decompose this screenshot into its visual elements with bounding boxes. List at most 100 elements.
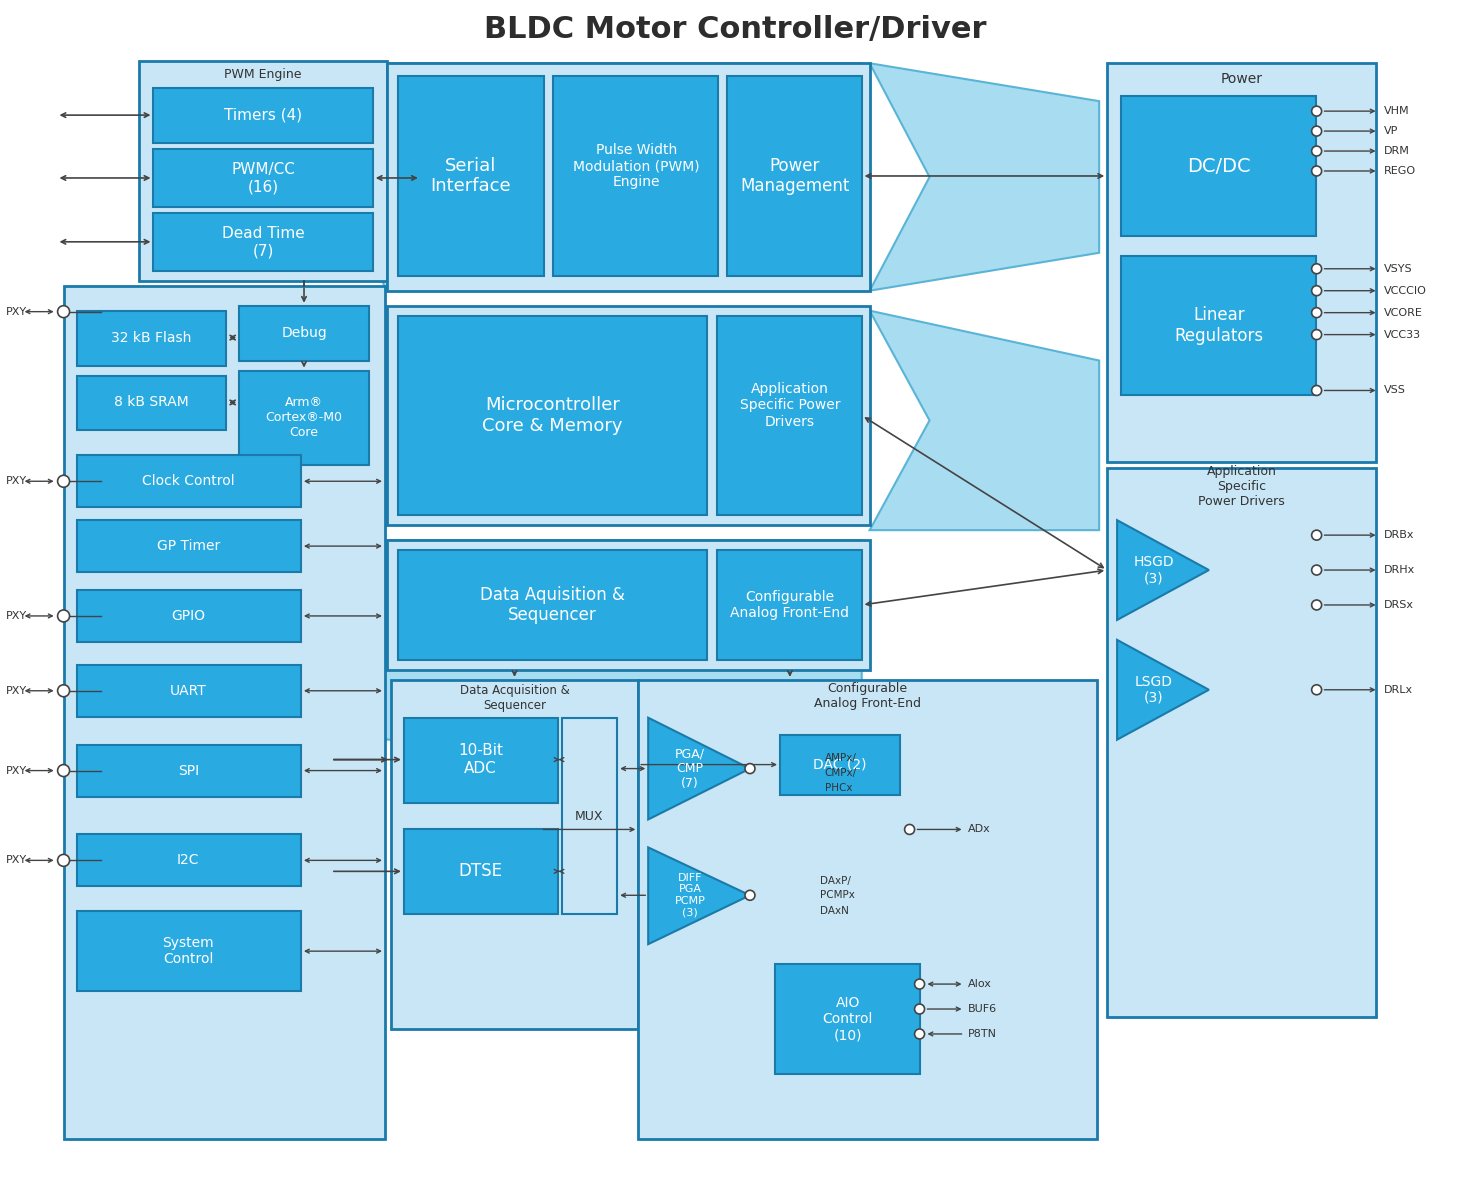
Bar	[1108, 63, 1377, 463]
Text: PGA/
CMP
(7): PGA/ CMP (7)	[675, 748, 705, 790]
Text: PWM/CC
(16): PWM/CC (16)	[231, 162, 296, 194]
Polygon shape	[331, 63, 862, 291]
Bar	[140, 62, 387, 280]
Bar	[397, 550, 708, 660]
Circle shape	[1312, 685, 1321, 694]
Text: 10-Bit
ADC: 10-Bit ADC	[457, 743, 503, 776]
Polygon shape	[1116, 640, 1209, 739]
Circle shape	[1312, 386, 1321, 395]
Bar	[391, 680, 638, 1029]
Text: HSGD
(3): HSGD (3)	[1134, 555, 1174, 586]
Bar	[775, 964, 919, 1074]
Text: SPI: SPI	[178, 763, 199, 777]
Text: DRLx: DRLx	[1383, 685, 1412, 694]
Bar	[387, 305, 869, 525]
Bar	[153, 149, 372, 207]
Circle shape	[57, 476, 69, 487]
Text: Configurable
Analog Front-End: Configurable Analog Front-End	[731, 590, 849, 620]
Circle shape	[1312, 330, 1321, 340]
Text: Serial
Interface: Serial Interface	[431, 156, 510, 195]
Bar	[76, 375, 227, 431]
Text: VCORE: VCORE	[1383, 308, 1422, 318]
Bar	[403, 829, 559, 914]
Text: MUX: MUX	[575, 810, 603, 823]
Text: DTSE: DTSE	[459, 862, 503, 880]
Text: AIO
Control
(10): AIO Control (10)	[822, 996, 872, 1042]
Bar	[397, 76, 544, 276]
Text: UART: UART	[171, 684, 206, 698]
Text: DRHx: DRHx	[1383, 565, 1415, 575]
Text: LSGD
(3): LSGD (3)	[1136, 674, 1172, 705]
Text: PXY: PXY	[6, 477, 28, 486]
Text: DAC (2): DAC (2)	[813, 757, 866, 771]
Circle shape	[1312, 530, 1321, 541]
Bar	[76, 834, 302, 886]
Text: BLDC Motor Controller/Driver: BLDC Motor Controller/Driver	[484, 15, 986, 44]
Bar	[76, 455, 302, 508]
Circle shape	[1312, 127, 1321, 136]
Text: DAxN: DAxN	[819, 906, 849, 917]
Text: System
Control: System Control	[162, 936, 215, 967]
Text: 32 kB Flash: 32 kB Flash	[112, 330, 191, 344]
Text: BUF6: BUF6	[968, 1004, 996, 1014]
Polygon shape	[869, 311, 1099, 530]
Text: VCC33: VCC33	[1383, 330, 1421, 340]
Text: PXY: PXY	[6, 610, 28, 621]
Circle shape	[1312, 565, 1321, 575]
Bar	[1108, 468, 1377, 1017]
Text: CMPx/: CMPx/	[825, 768, 858, 777]
Text: VCCCIO: VCCCIO	[1383, 286, 1427, 296]
Text: P8TN: P8TN	[968, 1029, 996, 1039]
Circle shape	[57, 685, 69, 697]
Bar	[562, 718, 618, 914]
Text: ADx: ADx	[968, 825, 990, 834]
Bar	[240, 305, 369, 361]
Text: VHM: VHM	[1383, 106, 1409, 116]
Bar	[76, 744, 302, 796]
Circle shape	[1312, 308, 1321, 318]
Text: AMPx/: AMPx/	[825, 752, 856, 763]
Text: Data Acquisition &
Sequencer: Data Acquisition & Sequencer	[459, 684, 569, 712]
Text: VSS: VSS	[1383, 386, 1405, 395]
Text: Application
Specific
Power Drivers: Application Specific Power Drivers	[1199, 465, 1286, 508]
Text: Configurable
Analog Front-End: Configurable Analog Front-End	[813, 681, 921, 710]
Text: PXY: PXY	[6, 855, 28, 866]
Text: Dead Time
(7): Dead Time (7)	[222, 226, 304, 258]
Text: GPIO: GPIO	[171, 609, 206, 623]
Bar	[1121, 256, 1315, 395]
Bar	[76, 911, 302, 991]
Text: DC/DC: DC/DC	[1187, 156, 1250, 175]
Bar	[240, 370, 369, 465]
Text: Power
Management: Power Management	[740, 156, 850, 195]
Bar	[716, 316, 862, 515]
Circle shape	[57, 854, 69, 866]
Text: DIFF
PGA
PCMP
(3): DIFF PGA PCMP (3)	[675, 873, 706, 918]
Polygon shape	[869, 63, 1099, 291]
Text: Microcontroller
Core & Memory: Microcontroller Core & Memory	[482, 396, 622, 435]
Text: Linear
Regulators: Linear Regulators	[1174, 306, 1264, 345]
Bar	[76, 590, 302, 642]
Bar	[76, 311, 227, 366]
Text: VP: VP	[1383, 127, 1397, 136]
Bar	[387, 63, 869, 291]
Text: DRSx: DRSx	[1383, 600, 1414, 610]
Circle shape	[744, 763, 755, 774]
Text: Pulse Width
Modulation (PWM)
Engine: Pulse Width Modulation (PWM) Engine	[572, 143, 700, 189]
Text: REGO: REGO	[1383, 166, 1415, 176]
Circle shape	[915, 980, 925, 989]
Text: PXY: PXY	[6, 306, 28, 317]
Text: Timers (4): Timers (4)	[224, 108, 302, 123]
Polygon shape	[649, 718, 750, 820]
Bar	[780, 735, 900, 795]
Text: Clock Control: Clock Control	[143, 474, 234, 489]
Bar	[638, 680, 1097, 1139]
Text: Debug: Debug	[281, 325, 327, 340]
Bar	[397, 316, 708, 515]
Text: Arm®
Cortex®-M0
Core: Arm® Cortex®-M0 Core	[266, 396, 343, 439]
Text: PXY: PXY	[6, 686, 28, 696]
Text: 8 kB SRAM: 8 kB SRAM	[113, 395, 188, 409]
Bar	[76, 665, 302, 717]
Circle shape	[1312, 166, 1321, 176]
Bar	[153, 89, 372, 143]
Text: Power: Power	[1221, 72, 1262, 86]
